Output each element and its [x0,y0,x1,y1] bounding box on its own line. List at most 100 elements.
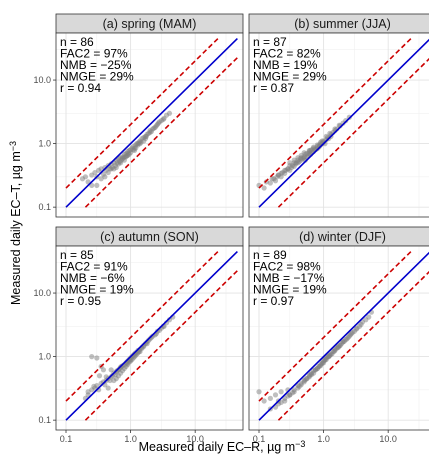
stat-line: NMGE = 19% [60,283,134,297]
stat-line: r = 0.94 [60,81,101,95]
y-tick-label: 10.0 [33,288,51,298]
data-point [137,141,143,147]
data-point [322,357,328,363]
x-tick-label: 1.0 [317,434,330,444]
panel-border [248,32,429,218]
stat-line: FAC2 = 82% [253,47,321,61]
data-point [126,151,132,157]
data-point [278,399,284,406]
data-point [285,393,291,399]
data-point [155,120,162,126]
panel-border [55,245,244,431]
stat-line: FAC2 = 91% [60,260,128,274]
data-point [296,383,302,389]
data-point [278,170,284,176]
factor-two-upper-line [65,250,219,402]
data-point [94,355,100,361]
x-tick-label: 10.0 [186,434,204,444]
x-axis-title-superscript: −3 [295,439,305,449]
data-point [327,130,333,136]
data-point [166,110,173,116]
data-point [85,389,91,395]
x-axis-title: Measured daily EC–R, µg m−3 [139,439,306,454]
data-point [327,352,333,358]
data-point [261,185,267,191]
data-point [131,354,138,360]
stat-line: r = 0.97 [253,294,294,308]
stat-line: NMGE = 19% [253,283,327,297]
stat-line: NMGE = 29% [253,70,327,84]
data-point [341,338,347,344]
data-point [312,367,319,373]
data-point [366,314,372,320]
y-axis-title-superscript: −3 [8,141,18,151]
data-point [92,169,98,176]
factor-two-upper-line [258,250,412,402]
stat-line: r = 0.87 [253,81,294,95]
data-point [307,372,313,378]
stat-line: n = 85 [60,248,94,262]
panel-border [248,245,429,431]
data-point [105,169,111,176]
factor-two-lower-line [277,57,429,208]
panel-title: (a) spring (MAM) [103,17,197,31]
stat-line: NMGE = 29% [60,70,134,84]
data-point [302,377,308,383]
x-tick-label: 0.1 [60,434,73,444]
stat-line: FAC2 = 98% [253,260,321,274]
data-point [119,368,126,374]
y-axis-title-main: Measured daily EC–T, µg m [9,151,23,305]
data-point [108,166,114,172]
data-point [278,389,284,395]
data-point [115,373,122,379]
data-point [267,395,273,401]
data-point [111,377,117,384]
data-point [358,321,364,328]
data-point [96,373,103,379]
x-tick-label: 1.0 [124,434,137,444]
stat-line: NMB = −25% [60,58,132,72]
y-axis-title: Measured daily EC–T, µg m−3 [8,141,23,305]
stat-line: n = 89 [253,248,287,262]
data-point [108,367,114,373]
one-to-one-line [65,250,238,421]
panel-title: (d) winter (DJF) [299,230,386,244]
factor-two-lower-line [277,270,429,421]
data-point [160,116,166,123]
stat-line: r = 0.95 [60,294,101,308]
data-point [331,348,337,355]
data-point [335,344,342,350]
x-tick-label: 10.0 [379,434,397,444]
data-point [302,151,308,157]
data-point [151,125,157,131]
data-point [131,147,138,154]
data-point [94,182,100,188]
one-to-one-line [258,251,429,421]
data-point [142,135,149,142]
data-point [261,398,267,404]
data-point [323,133,329,139]
stat-line: NMB = −17% [253,271,325,285]
data-point [293,160,300,166]
stat-line: NMB = 19% [253,58,318,72]
panel-border [55,32,244,218]
y-tick-label: 10.0 [33,75,51,85]
stat-line: FAC2 = 97% [60,47,128,61]
y-tick-label: 1.0 [38,352,51,362]
data-point [267,180,273,186]
data-point [353,326,359,332]
data-point [272,392,279,398]
factor-two-lower-line [84,57,238,208]
panel-title: (b) summer (JJA) [294,17,391,31]
factor-two-lower-line [84,270,238,421]
data-point [115,161,122,167]
data-point [256,389,262,395]
data-point [105,385,111,391]
y-tick-label: 0.1 [38,415,51,425]
